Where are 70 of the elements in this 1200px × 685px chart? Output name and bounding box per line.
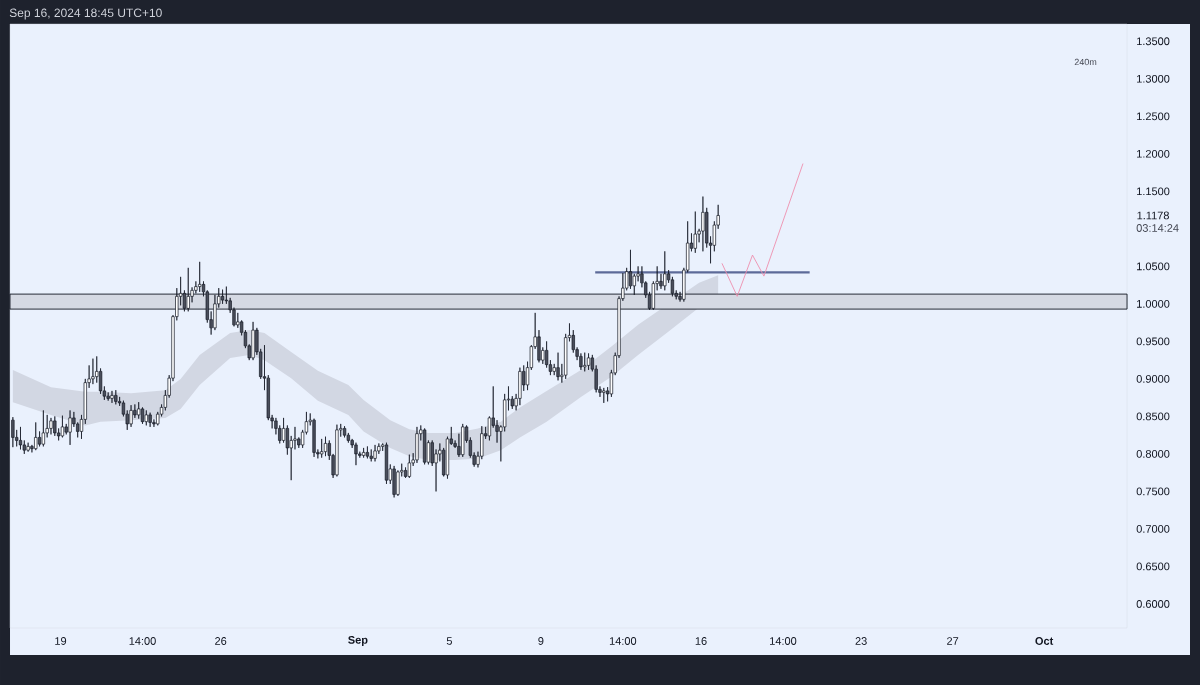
y-tick-label: 1.1500 <box>1137 187 1170 196</box>
candlestick <box>11 416 15 448</box>
candlestick <box>49 417 53 435</box>
text: Sep 16, 2024 18:45 UTC+10 <box>9 8 162 20</box>
candlestick <box>110 390 114 404</box>
candlestick <box>354 442 358 466</box>
candlestick <box>384 442 389 485</box>
candlestick <box>407 454 411 479</box>
candlestick <box>392 465 396 498</box>
candlestick <box>422 428 427 465</box>
candlestick <box>114 389 118 405</box>
y-tick-label: 0.8000 <box>1136 450 1170 458</box>
candlestick <box>41 410 46 447</box>
candlestick <box>369 449 373 462</box>
candlestick <box>583 352 587 372</box>
candlestick <box>365 446 370 459</box>
candlestick <box>34 422 38 451</box>
x-tick-label: 27 <box>947 637 959 645</box>
x-tick-label: 9 <box>538 637 544 645</box>
candlestick <box>556 352 560 381</box>
candlestick <box>361 447 366 459</box>
candlestick <box>251 321 255 361</box>
line-series <box>721 163 804 297</box>
y-tick-label: 1.0500 <box>1137 262 1170 271</box>
y-tick-label: 1.3000 <box>1137 74 1170 83</box>
candlestick <box>373 444 377 462</box>
x-tick-label: 14:00 <box>770 637 797 645</box>
annotation: 240m <box>1074 58 1097 66</box>
candlestick <box>693 211 697 254</box>
x-tick-label: 23 <box>855 637 867 645</box>
candlestick <box>586 353 591 371</box>
x-tick-label: 16 <box>695 637 707 645</box>
candlestick <box>60 415 65 438</box>
y-tick-label: 0.7500 <box>1136 487 1170 496</box>
y-tick-label: 1.0000 <box>1137 299 1170 308</box>
y-tick-label: 0.6500 <box>1136 562 1170 571</box>
x-tick-label: Sep <box>348 636 368 646</box>
y-tick-label: 1.1178 <box>1137 211 1169 220</box>
candlestick <box>518 367 522 406</box>
candlestick <box>415 426 419 464</box>
y-tick-label: 0.8500 <box>1136 412 1170 421</box>
candlestick <box>68 410 72 446</box>
x-tick-label: 19 <box>55 637 67 645</box>
candlestick <box>26 442 30 453</box>
y-tick-label: 0.6000 <box>1136 600 1170 608</box>
candlestick <box>148 412 152 428</box>
candlestick <box>129 404 133 428</box>
candlestick <box>144 410 148 426</box>
text: 03:14:24 <box>1136 224 1179 232</box>
x-tick-label: 14:00 <box>129 637 156 645</box>
y-tick-label: 0.7000 <box>1136 525 1170 533</box>
x-tick-label: 5 <box>446 637 452 645</box>
candlestick <box>18 426 23 450</box>
y-tick-label: 0.9000 <box>1136 375 1170 383</box>
x-tick-label: 26 <box>215 637 227 645</box>
x-tick-label: 14:00 <box>609 637 637 645</box>
candlestick <box>461 423 465 458</box>
candlestick <box>663 250 667 291</box>
candlestick <box>602 387 606 404</box>
candlestick <box>323 436 328 457</box>
candlestick <box>91 358 95 385</box>
y-tick-label: 1.2000 <box>1137 149 1170 158</box>
y-tick-label: 1.3500 <box>1137 37 1170 46</box>
x-tick-label: Oct <box>1035 637 1054 645</box>
y-tick-label: 0.9500 <box>1136 337 1170 346</box>
candlestick <box>320 438 324 459</box>
candlestick <box>53 416 57 437</box>
candlestick <box>701 196 705 252</box>
y-tick-label: 1.2500 <box>1137 112 1170 121</box>
candlestick <box>335 424 339 477</box>
